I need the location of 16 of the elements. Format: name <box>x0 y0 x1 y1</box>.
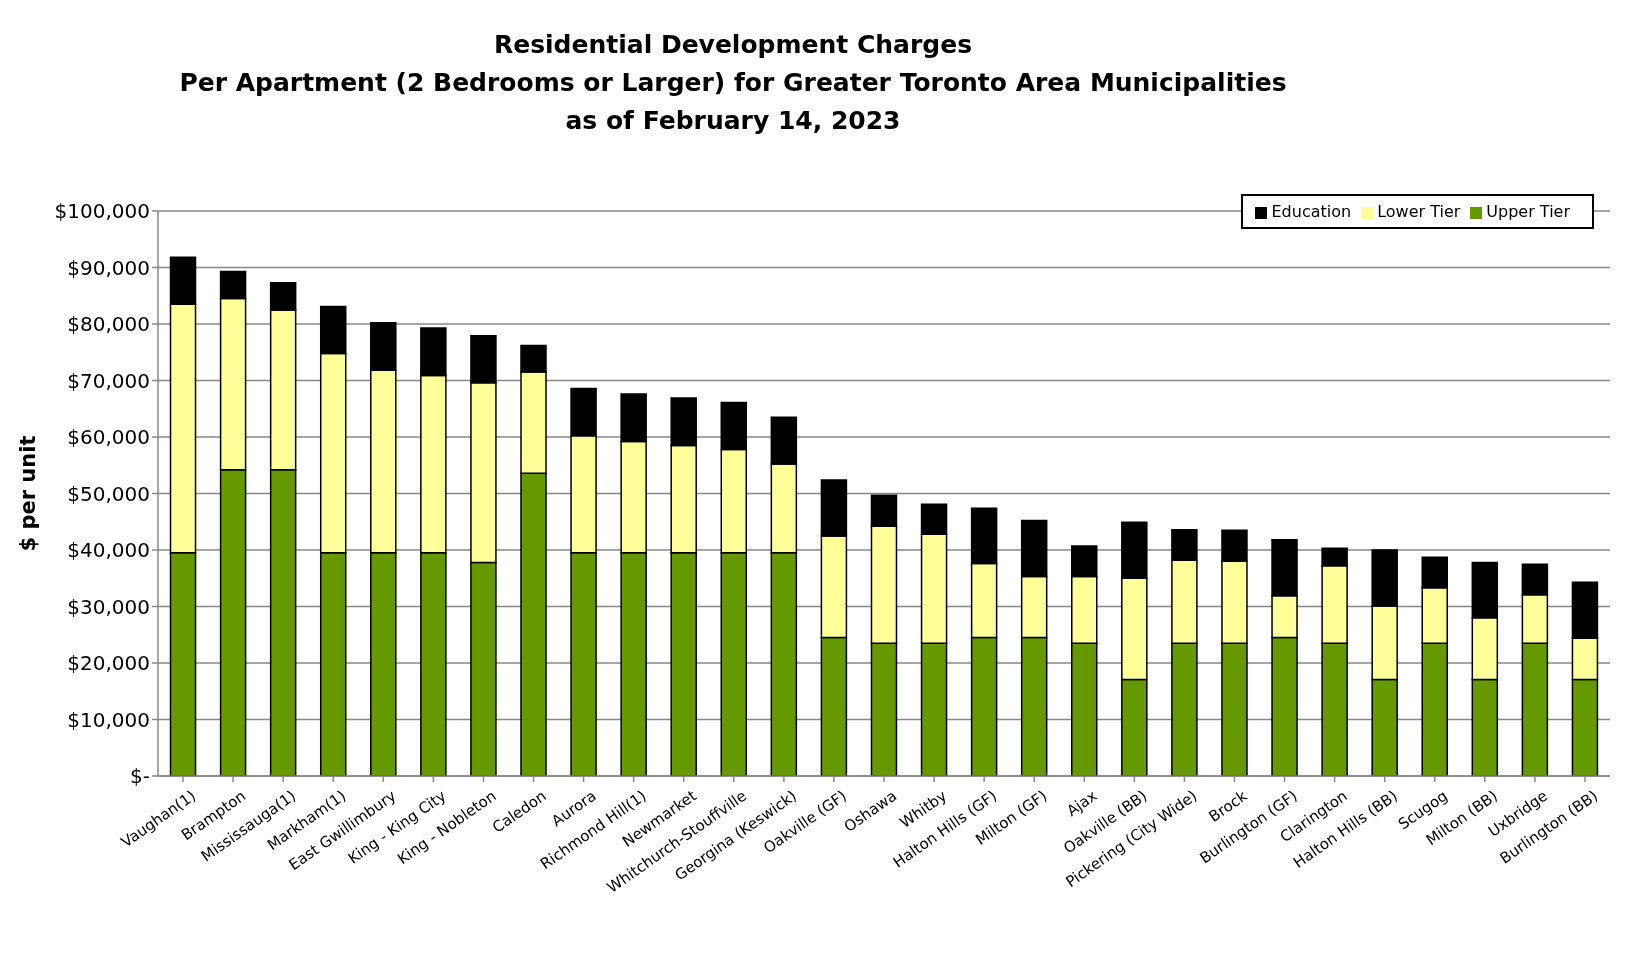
y-tick-label: $70,000 <box>67 368 150 393</box>
chart-title: Residential Development Charges Per Apartment (2 Bedrooms or Larger) for Greater Toronto Area Municipalities as of February 14, 2023 <box>178 29 1288 137</box>
y-tick-label: $20,000 <box>67 651 150 676</box>
y-tick-label: $60,000 <box>67 425 150 450</box>
y-tick-label: $80,000 <box>67 312 150 337</box>
legend-label: Education <box>1271 202 1352 221</box>
legend-label: Lower Tier <box>1377 202 1461 221</box>
legend-label: Upper Tier <box>1486 202 1570 221</box>
y-tick-label: $40,000 <box>67 538 150 563</box>
y-axis-title: $ per unit <box>16 435 41 552</box>
y-tick-label: $30,000 <box>67 594 150 619</box>
y-tick-label: $90,000 <box>67 255 150 280</box>
y-tick-label: $50,000 <box>67 481 150 506</box>
y-tick-label: $100,000 <box>54 199 150 224</box>
y-tick-label: $10,000 <box>67 707 150 732</box>
y-tick-label: $- <box>130 764 150 789</box>
